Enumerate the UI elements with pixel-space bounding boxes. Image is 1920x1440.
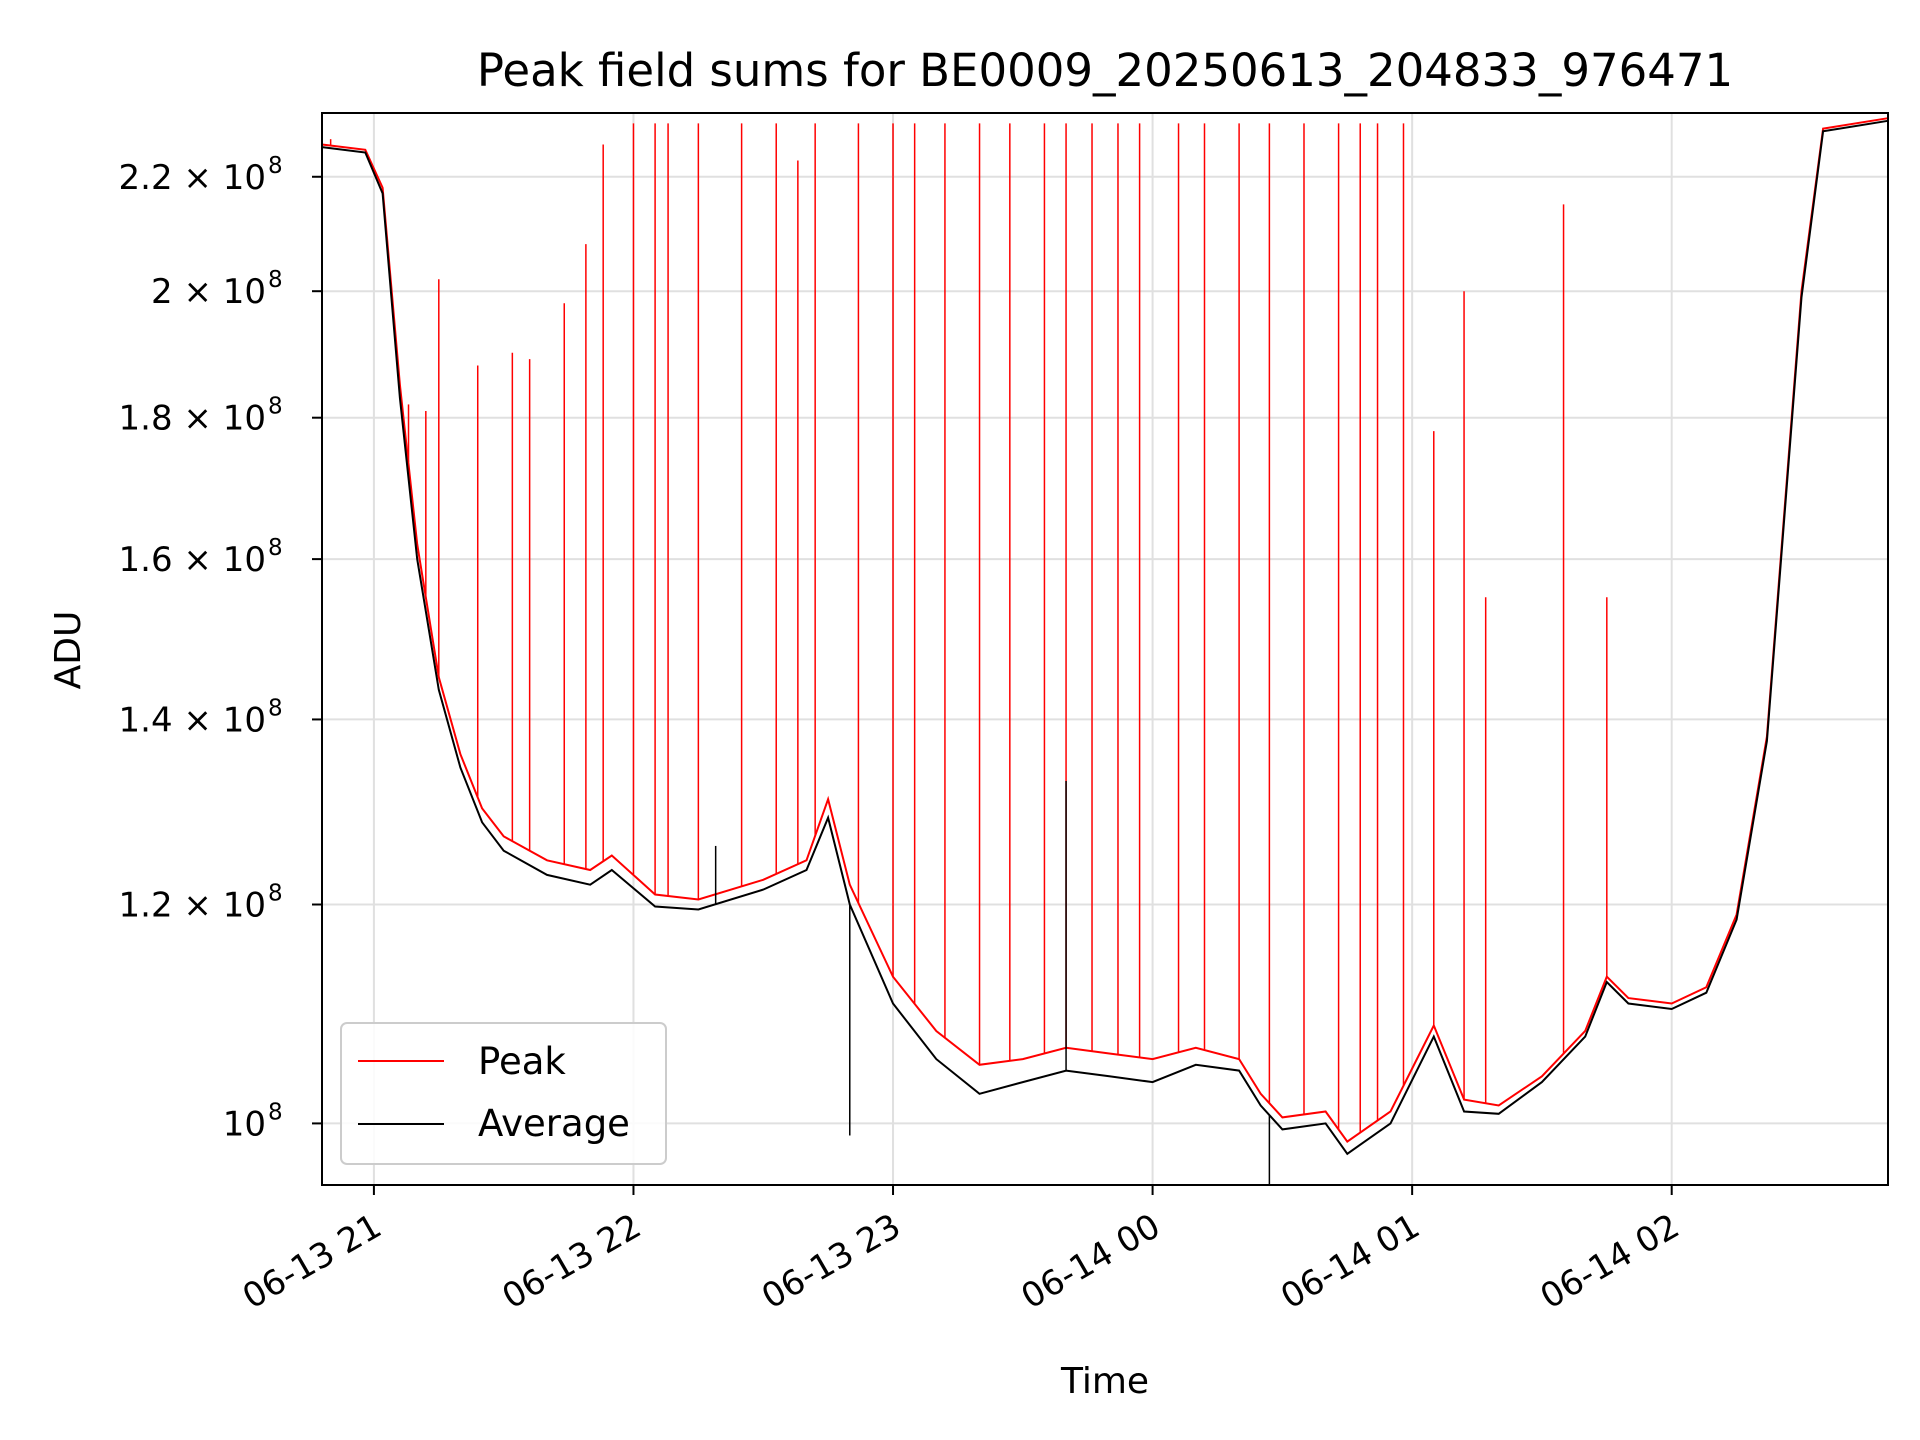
y-tick-label: 10 (223, 1104, 266, 1144)
average-series-line (321, 119, 1889, 1156)
y-tick-label: 1.2 × 10 (119, 886, 266, 926)
legend: Peak Average (340, 1022, 667, 1165)
y-tick-exponent: 8 (268, 153, 283, 179)
y-tick-label: 1.8 × 10 (119, 399, 266, 439)
legend-peak-label: Peak (478, 1040, 566, 1083)
plot-area (321, 117, 1889, 1185)
legend-box (340, 1022, 667, 1165)
y-axis: 10 81.2 × 10 81.4 × 10 81.6 × 10 81.8 × 10 82… (119, 153, 322, 1144)
plot-frame (321, 112, 1889, 1186)
y-tick-label: 2.2 × 10 (119, 158, 266, 198)
y-tick-label: 2 × 10 (151, 272, 266, 312)
x-axis-label: Time (1060, 1361, 1149, 1402)
y-tick-exponent: 8 (268, 1099, 283, 1125)
y-tick-exponent: 8 (268, 695, 283, 721)
y-tick-exponent: 8 (268, 267, 283, 293)
y-tick-label: 1.4 × 10 (119, 700, 266, 740)
series-layer (321, 117, 1889, 1185)
y-tick-exponent: 8 (268, 881, 283, 907)
y-tick-exponent: 8 (268, 535, 283, 561)
legend-average-label: Average (478, 1102, 630, 1145)
y-tick-label: 1.6 × 10 (119, 540, 266, 580)
y-tick-exponent: 8 (268, 394, 283, 420)
y-axis-label: ADU (48, 611, 89, 690)
peak-series-line (321, 117, 1889, 1143)
chart-title: Peak field sums for BE0009_20250613_2048… (477, 44, 1733, 97)
